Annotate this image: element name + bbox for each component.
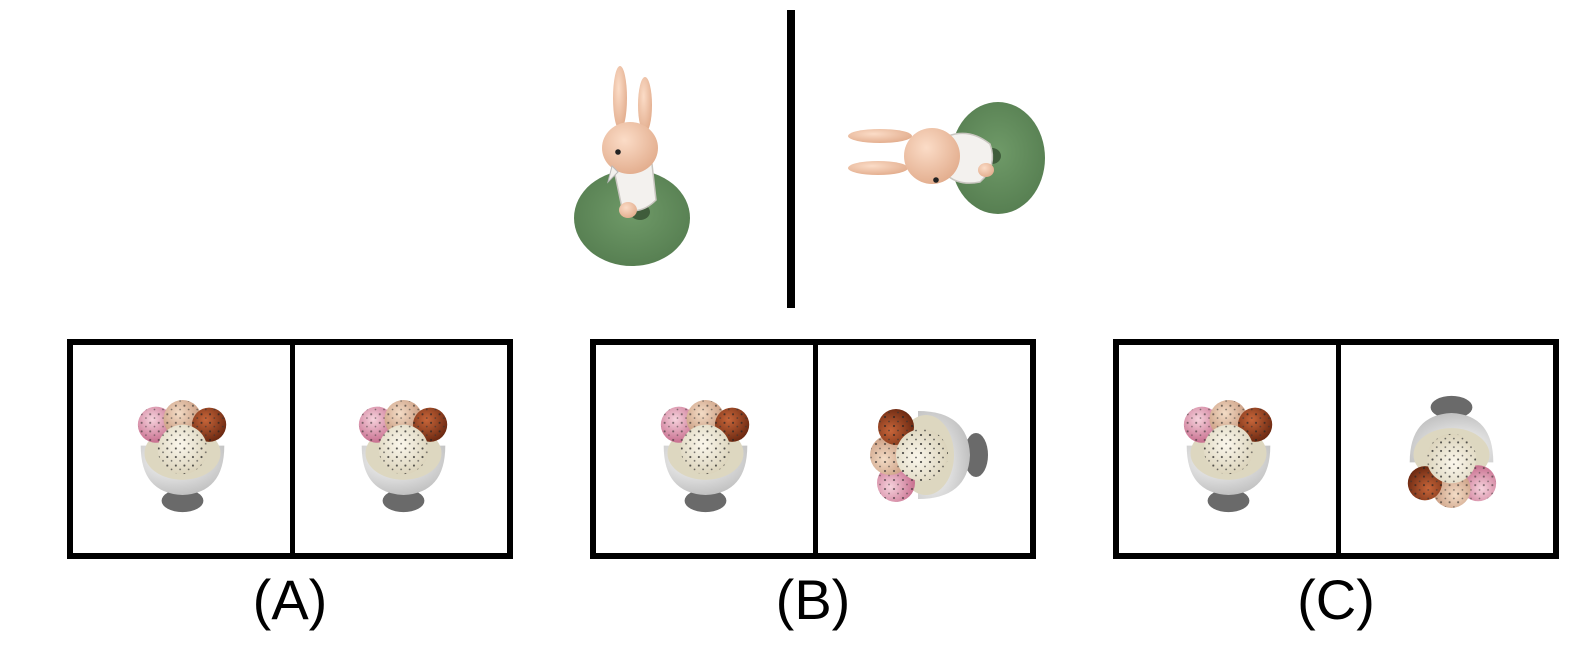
option-a-panel[interactable] [67, 339, 513, 559]
option-c-right-sundae [1407, 395, 1497, 508]
option-b-left-sundae [660, 400, 750, 513]
option-a-divider [290, 345, 295, 553]
reference-divider [787, 10, 795, 308]
option-c-left-sundae [1183, 400, 1273, 513]
bunny-figurine-rotated-view [848, 102, 1045, 214]
bunny-figurine-front-view [574, 66, 690, 266]
option-a-label: (A) [252, 568, 328, 631]
option-b-divider [813, 345, 818, 553]
option-a-left-sundae [137, 400, 227, 513]
option-a-right-sundae [358, 400, 448, 513]
option-c-divider [1336, 345, 1341, 553]
option-c-panel[interactable] [1113, 339, 1559, 559]
option-c-label: (C) [1297, 568, 1375, 631]
option-b-panel[interactable] [590, 339, 1036, 559]
option-b-right-sundae [870, 409, 988, 502]
option-b-label: (B) [775, 568, 851, 631]
